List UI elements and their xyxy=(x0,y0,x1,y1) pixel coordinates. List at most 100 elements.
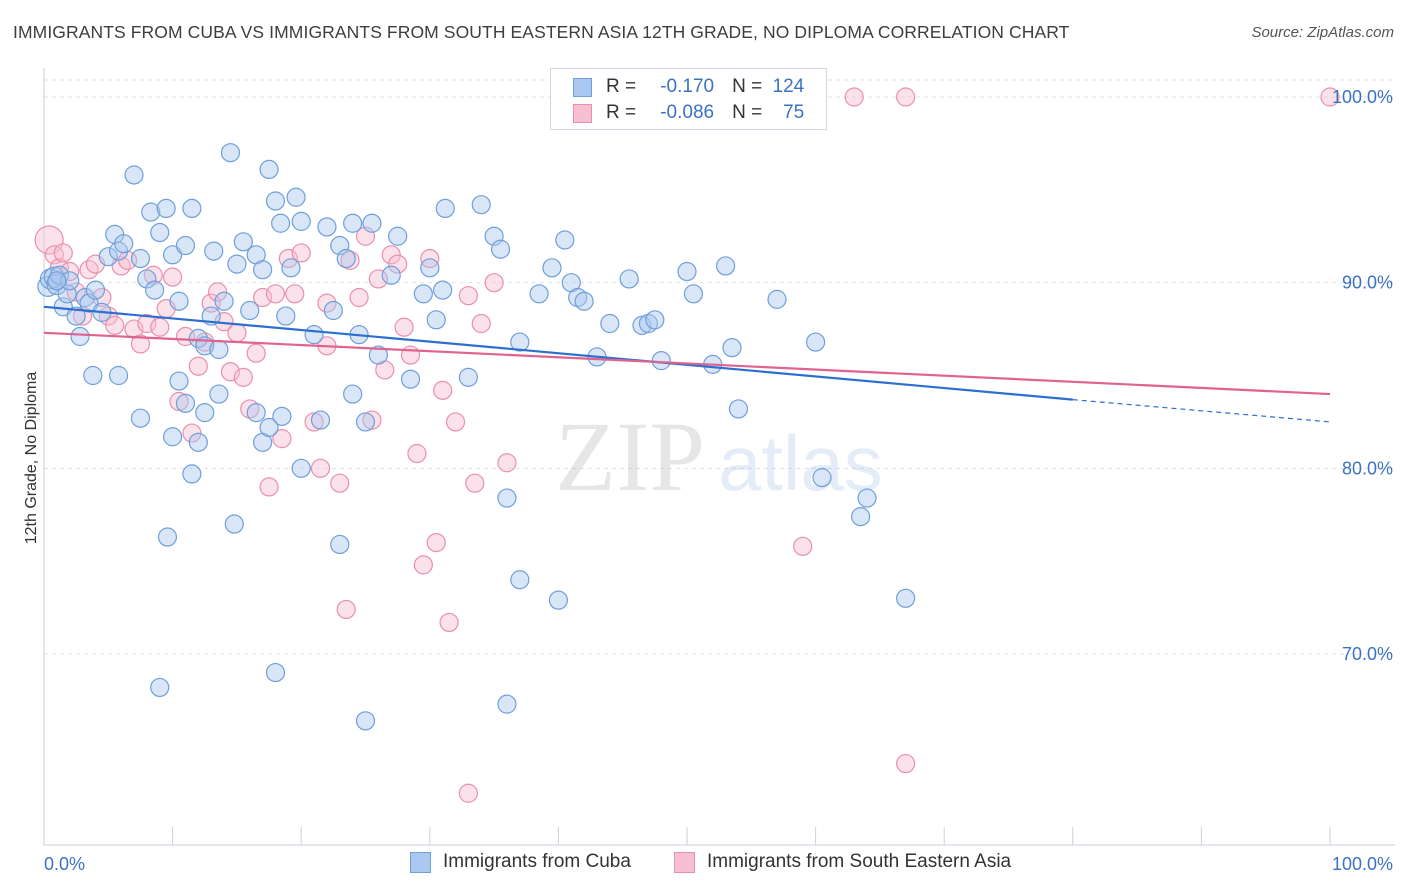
cuba-point xyxy=(555,230,575,250)
cuba-point xyxy=(130,408,151,428)
sea-point xyxy=(388,254,408,274)
cuba-point xyxy=(124,165,144,185)
legend-swatch-cuba xyxy=(410,851,431,873)
series-cuba-points xyxy=(37,143,916,731)
cuba-point xyxy=(574,291,594,311)
sea-point xyxy=(413,555,433,575)
cuba-point xyxy=(144,280,165,300)
cuba-point xyxy=(204,241,224,261)
cuba-point xyxy=(542,258,562,278)
sea-point xyxy=(259,477,279,497)
cuba-point xyxy=(272,406,292,426)
cuba-point xyxy=(281,258,301,278)
cuba-point xyxy=(195,403,215,423)
sea-point xyxy=(285,284,305,304)
cuba-point xyxy=(336,248,356,269)
cuba-point xyxy=(163,245,183,265)
cuba-point xyxy=(83,365,103,386)
cuba-point xyxy=(98,247,118,267)
cuba-point xyxy=(355,711,376,731)
sea-point xyxy=(53,243,73,263)
cuba-point xyxy=(677,261,697,282)
sea-point xyxy=(291,243,311,263)
legend-item-cuba[interactable]: Immigrants from Cuba xyxy=(410,851,631,873)
cuba-point xyxy=(291,458,311,478)
cuba-point xyxy=(265,191,286,211)
cuba-point xyxy=(510,332,530,352)
sea-point xyxy=(1320,87,1340,107)
cuba-point xyxy=(548,590,569,610)
trend-lines xyxy=(43,305,1331,423)
legend-label-sea: Immigrants from South Eastern Asia xyxy=(707,851,1012,872)
cuba-point xyxy=(851,507,871,527)
sea-point xyxy=(433,380,453,400)
cuba-point xyxy=(426,310,446,330)
cuba-point xyxy=(400,369,421,389)
y-axis-label: 12th Grade, No Diploma xyxy=(23,372,40,545)
cuba-point xyxy=(490,239,511,259)
sea-point xyxy=(253,287,273,308)
sea-point xyxy=(407,443,427,464)
cuba-point xyxy=(265,662,286,683)
sea-point xyxy=(130,334,151,354)
cuba-point xyxy=(323,300,343,321)
sea-point xyxy=(394,317,414,337)
sea-point xyxy=(208,282,228,302)
cuba-point xyxy=(497,694,517,714)
sea-point xyxy=(844,87,864,107)
cuba-point xyxy=(857,488,877,508)
cuba-point xyxy=(767,289,787,309)
sea-point xyxy=(336,599,356,620)
sea-point xyxy=(304,412,324,432)
cuba-point xyxy=(510,570,530,590)
cuba-point xyxy=(683,284,704,304)
cuba-point xyxy=(169,291,189,311)
cuba-point xyxy=(291,211,311,231)
cuba-point xyxy=(722,338,742,358)
x-tick-label: 100.0% xyxy=(1332,854,1393,874)
legend-n-value: 75 xyxy=(783,102,805,123)
cuba-point xyxy=(812,468,832,488)
sea-point xyxy=(265,284,286,304)
sea-point xyxy=(484,273,504,293)
sea-point xyxy=(330,473,350,493)
sea-point xyxy=(465,473,485,493)
cuba-trend-extension xyxy=(1072,399,1331,423)
cuba-point xyxy=(435,198,455,218)
sea-point xyxy=(896,753,916,774)
cuba-point xyxy=(188,328,208,348)
cuba-point xyxy=(246,403,266,423)
cuba-point xyxy=(175,235,196,256)
sea-point xyxy=(169,391,189,412)
cuba-point xyxy=(420,258,440,278)
series-legend: Immigrants from Cuba Immigrants from Sou… xyxy=(0,851,1406,877)
y-tick-label: 70.0% xyxy=(1342,644,1393,664)
sea-point xyxy=(471,313,491,334)
series-sea-points xyxy=(34,87,1340,803)
chart-title: IMMIGRANTS FROM CUBA VS IMMIGRANTS FROM … xyxy=(13,22,1070,42)
sea-point xyxy=(896,87,916,107)
cuba-point xyxy=(209,384,229,404)
sea-point xyxy=(137,313,157,334)
cuba-point xyxy=(224,514,244,534)
cuba-point xyxy=(108,365,129,386)
legend-item-sea[interactable]: Immigrants from South Eastern Asia xyxy=(674,851,1011,873)
sea-point xyxy=(310,458,331,478)
cuba-point xyxy=(388,226,408,246)
cuba-point xyxy=(156,198,176,218)
cuba-point xyxy=(715,256,736,276)
legend-n-label: N = xyxy=(732,102,763,123)
cuba-point xyxy=(209,339,229,360)
legend-swatch-sea xyxy=(674,851,695,873)
watermark-zip: ZIP xyxy=(555,401,705,512)
cuba-point xyxy=(362,213,382,233)
cuba-point xyxy=(651,351,671,371)
sea-point xyxy=(233,367,253,387)
cuba-point xyxy=(137,269,157,289)
cuba-point xyxy=(259,159,279,180)
legend-swatch-cuba xyxy=(573,77,592,97)
cuba-point xyxy=(381,265,401,285)
cuba-point xyxy=(169,371,189,391)
sea-point xyxy=(227,323,247,343)
